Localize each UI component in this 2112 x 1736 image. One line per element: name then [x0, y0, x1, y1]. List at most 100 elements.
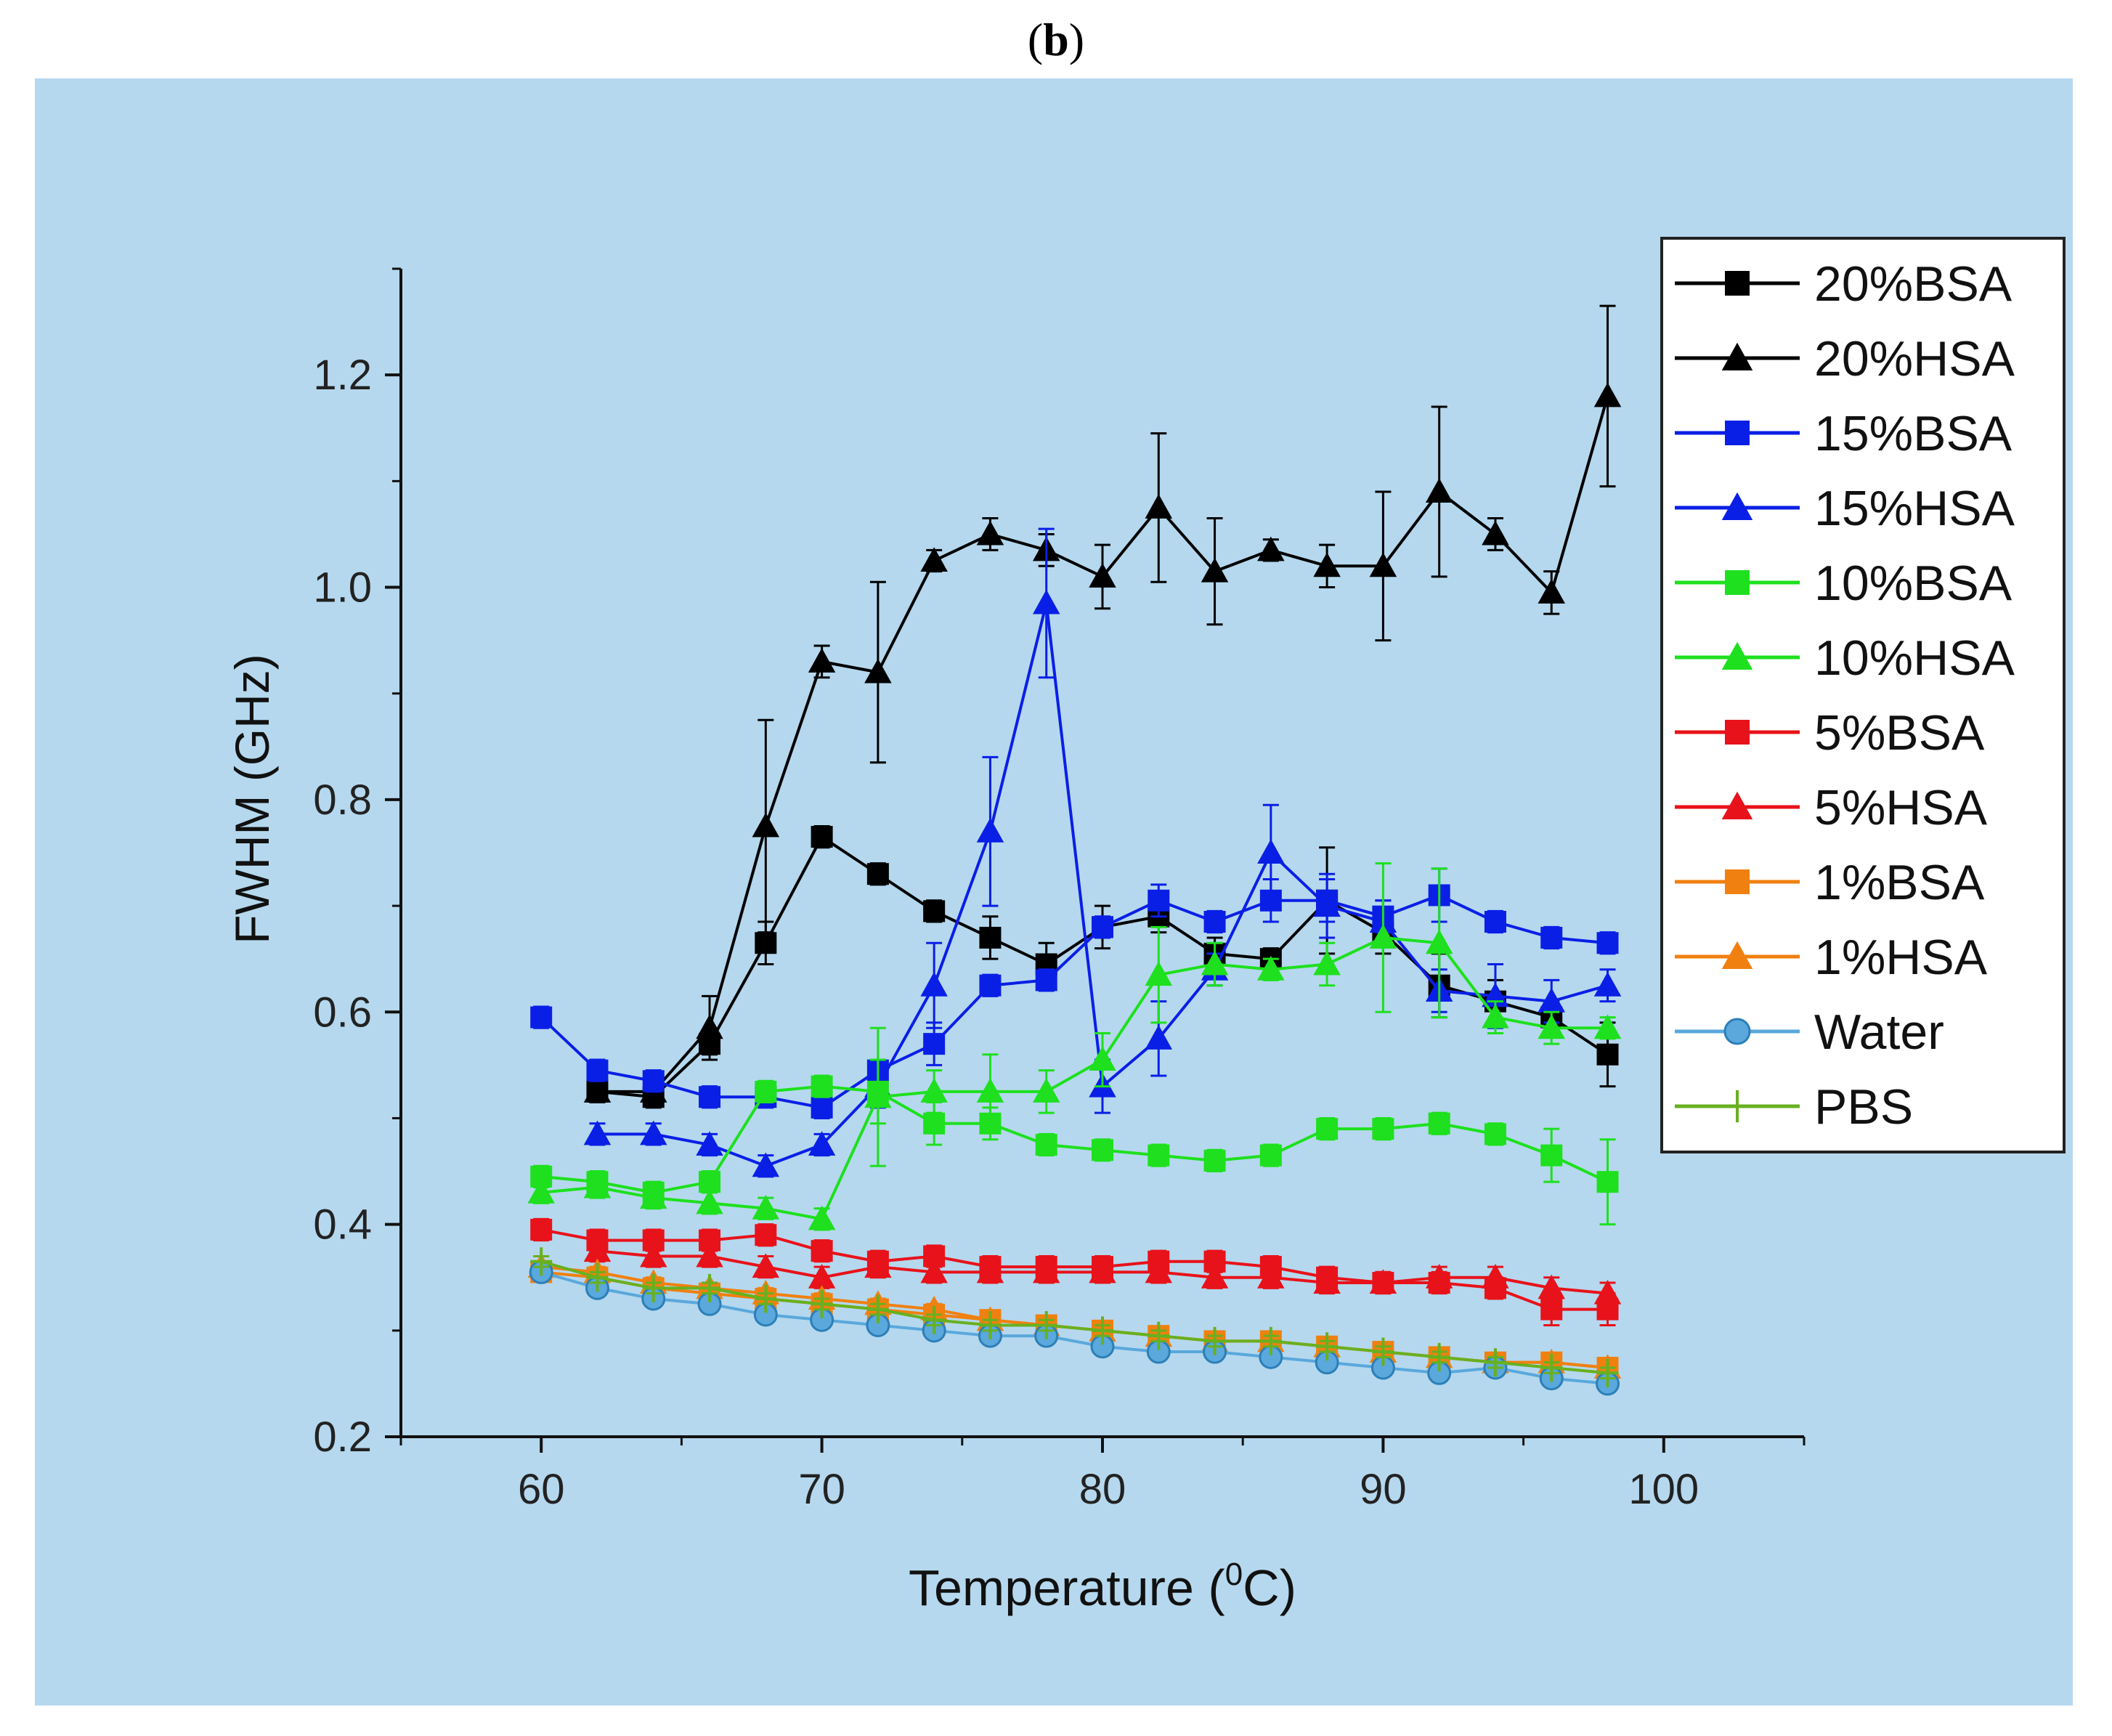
y-tick-label: 1.0: [313, 564, 372, 612]
data-point: [920, 1258, 948, 1283]
data-point: [1203, 1326, 1226, 1355]
data-point: [1035, 1134, 1057, 1156]
data-point: [1148, 1321, 1170, 1350]
data-point: [755, 1224, 777, 1246]
data-point: [976, 1078, 1004, 1103]
legend-label: 5%HSA: [1814, 780, 1988, 835]
data-point: [583, 1120, 612, 1145]
data-point: [1257, 536, 1285, 561]
data-point: [979, 1311, 1002, 1340]
legend-item: 5%BSA: [1675, 705, 1985, 760]
data-point: [1369, 1269, 1397, 1294]
series-15%BSA: [530, 867, 1619, 1119]
series-20%HSA: [583, 304, 1622, 1104]
data-point: [752, 1194, 780, 1220]
legend-box: [1660, 237, 2066, 1153]
data-point: [586, 1263, 609, 1292]
legend-item: 15%HSA: [1675, 481, 2015, 536]
data-point: [1372, 1118, 1394, 1140]
panel-letter: b: [1043, 14, 1069, 65]
x-tick-label: 100: [1628, 1466, 1699, 1513]
data-point: [1145, 1025, 1173, 1050]
data-point: [864, 1253, 892, 1278]
data-point: [811, 1289, 833, 1318]
data-point: [1596, 1043, 1619, 1066]
data-point: [1092, 1139, 1113, 1161]
data-point: [1313, 892, 1341, 917]
y-tick-label: 0.2: [313, 1413, 372, 1461]
data-point: [866, 863, 889, 885]
legend-label: 1%HSA: [1814, 930, 1988, 985]
data-point: [530, 1006, 553, 1029]
data-point: [1145, 494, 1173, 519]
legend-item: 5%HSA: [1675, 780, 1988, 835]
data-point: [1259, 1326, 1282, 1355]
data-point: [1593, 1279, 1622, 1305]
data-point: [752, 1253, 780, 1278]
data-point: [808, 648, 836, 673]
data-point: [1032, 1258, 1060, 1283]
legend-marker: [1725, 720, 1750, 745]
x-tick-label: 80: [1079, 1466, 1126, 1513]
data-point: [1313, 552, 1341, 577]
data-point: [1596, 1358, 1619, 1387]
data-point: [1201, 950, 1229, 976]
data-point: [811, 826, 833, 848]
series-line-20%HSA: [597, 395, 1609, 1093]
data-point: [976, 1258, 1004, 1283]
data-point: [808, 1131, 836, 1156]
legend-label: Water: [1814, 1005, 1944, 1060]
data-point: [1145, 961, 1173, 986]
x-axis-label: Temperature (0C): [909, 1557, 1296, 1616]
data-point: [1092, 1316, 1113, 1345]
legend-item: 15%BSA: [1675, 406, 2013, 461]
data-point: [808, 1205, 836, 1230]
y-tick-label: 0.4: [313, 1201, 372, 1249]
series-10%HSA: [527, 862, 1622, 1231]
data-point: [696, 1131, 723, 1156]
y-tick-label: 0.8: [313, 776, 372, 824]
data-point: [1538, 1014, 1565, 1039]
legend-marker: [1723, 1018, 1751, 1045]
data-point: [1145, 1258, 1173, 1283]
data-point: [642, 1070, 665, 1092]
legend-marker: [1725, 1090, 1750, 1123]
series-line-10%HSA: [541, 936, 1608, 1221]
data-point: [1316, 1332, 1339, 1361]
data-point: [642, 1273, 665, 1302]
data-point: [976, 818, 1004, 843]
data-point: [1596, 932, 1619, 954]
data-point: [1313, 1269, 1341, 1294]
x-tick-label: 70: [798, 1466, 845, 1513]
legend-label: 1%BSA: [1814, 855, 1985, 910]
series-layer: [527, 304, 1622, 1396]
data-point: [1540, 926, 1563, 949]
data-point: [920, 1078, 948, 1103]
data-point: [755, 1284, 777, 1313]
data-point: [1089, 1046, 1116, 1071]
data-point: [923, 1305, 946, 1334]
data-point: [979, 974, 1002, 997]
data-point: [1369, 924, 1397, 949]
data-point: [1089, 1258, 1116, 1283]
data-point: [699, 1086, 721, 1108]
data-point: [1425, 929, 1453, 954]
data-point: [586, 1059, 609, 1082]
data-point: [1201, 557, 1229, 583]
legend-label: 15%BSA: [1814, 406, 2013, 461]
data-point: [864, 658, 892, 684]
data-point: [640, 1184, 667, 1209]
data-point: [923, 900, 946, 922]
legend-item: 20%HSA: [1675, 331, 2015, 386]
data-point: [1538, 579, 1565, 604]
data-point: [1482, 1003, 1509, 1029]
data-point: [1538, 1274, 1565, 1299]
axes: 60 70 80 90 100 0.2 0.4 0.6 0.8 1.0 1.2: [313, 267, 1806, 1513]
data-point: [976, 520, 1004, 545]
legend-marker: [1725, 570, 1750, 595]
series-5%HSA: [583, 1237, 1622, 1305]
legend-marker: [1721, 941, 1753, 969]
data-point: [1259, 1144, 1282, 1167]
data-point: [1540, 1144, 1563, 1167]
